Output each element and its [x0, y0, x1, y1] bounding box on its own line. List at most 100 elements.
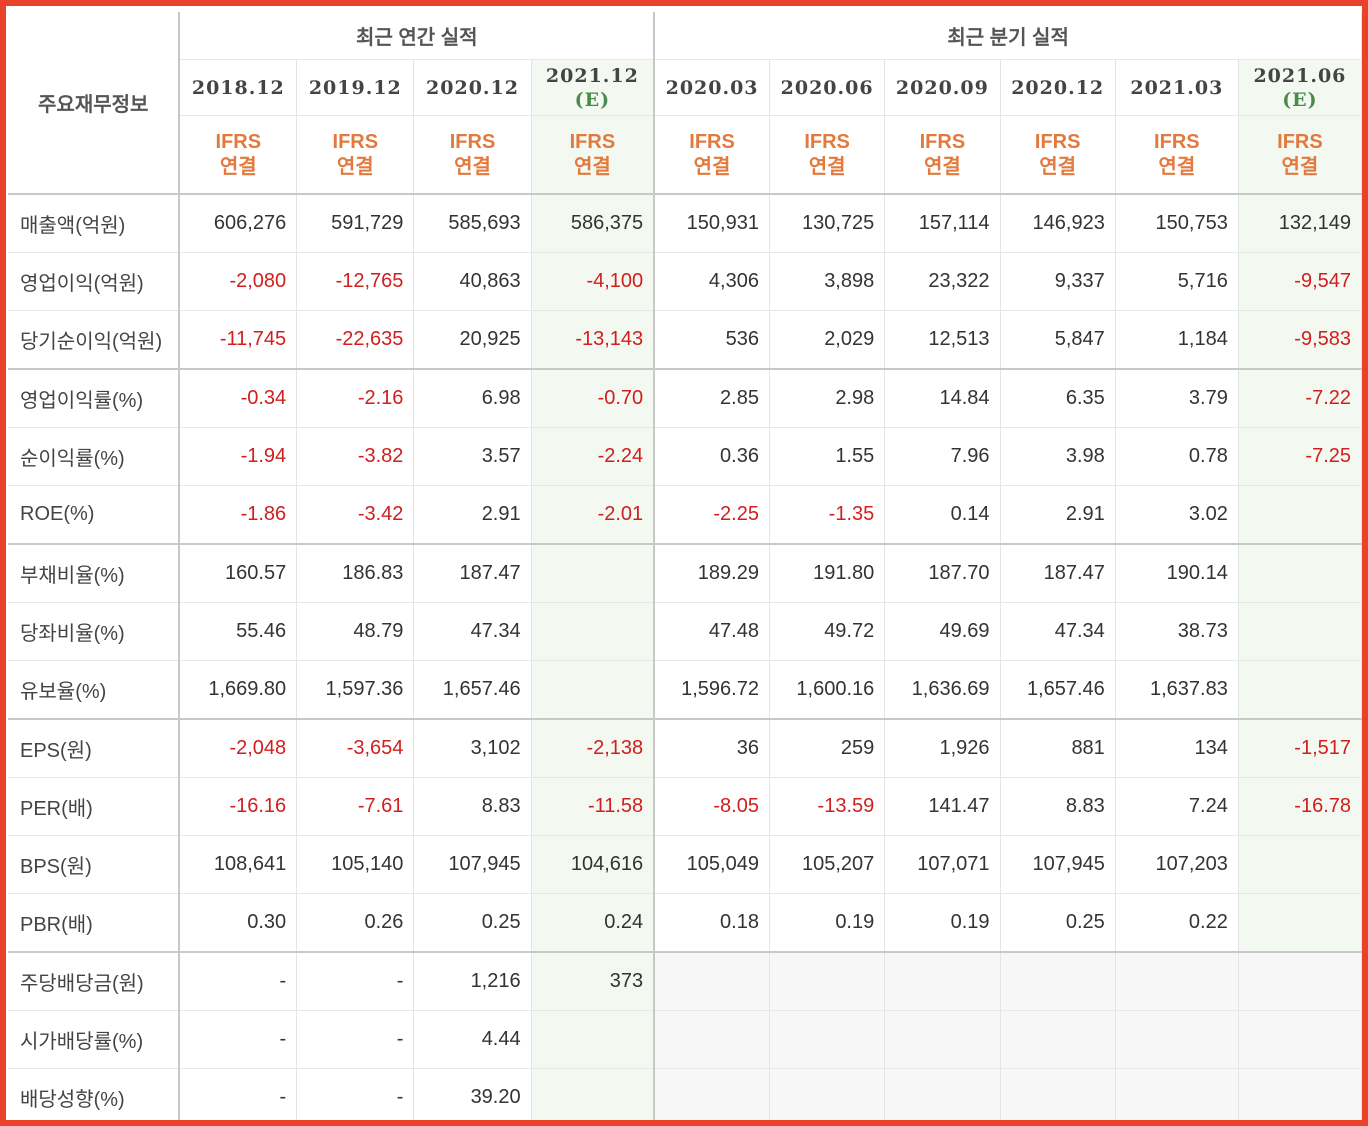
period-header: 2020.09	[884, 59, 1001, 116]
table-cell: -16.16	[179, 777, 298, 836]
table-cell: 3.02	[1115, 485, 1239, 545]
table-cell: 49.69	[884, 602, 1001, 661]
table-cell: 47.48	[654, 602, 770, 661]
row-label: 부채비율(%)	[8, 544, 181, 603]
table-row: 매출액(억원) 606,276 591,729 585,693 586,375 150,9…	[8, 194, 1362, 253]
table-cell: -9,583	[1238, 310, 1362, 370]
table-cell: 47.34	[1000, 602, 1116, 661]
table-cell: -13.59	[769, 777, 886, 836]
table-cell: 3.79	[1115, 369, 1239, 428]
period-header-row: 2018.12 2019.12 2020.12 2021.12 (E) 2020.03 20…	[8, 59, 1362, 116]
table-cell: -2,138	[531, 719, 656, 778]
ifrs-label: IFRS	[1154, 130, 1200, 153]
table-cell: 0.14	[884, 485, 1001, 545]
table-cell: -3.82	[296, 427, 415, 486]
row-label: EPS(원)	[8, 719, 181, 778]
period-label: 2020.12	[1011, 76, 1105, 99]
table-cell: 373	[531, 952, 656, 1011]
table-cell: 47.34	[413, 602, 532, 661]
table-cell	[654, 952, 770, 1011]
row-label: PBR(배)	[8, 893, 181, 953]
ifrs-label: IFRS	[1034, 130, 1081, 153]
period-label: 2021.12	[545, 64, 639, 87]
table-cell: 6.98	[413, 369, 532, 428]
table-cell: 1,600.16	[769, 660, 886, 720]
table-cell: -22,635	[296, 310, 415, 370]
table-cell: 3.98	[1000, 427, 1116, 486]
table-cell	[1115, 952, 1239, 1011]
table-cell: 189.29	[654, 544, 770, 603]
table-cell: 0.36	[654, 427, 770, 486]
table-cell: -2.24	[531, 427, 656, 486]
table-cell: 48.79	[296, 602, 415, 661]
table-cell: -7.61	[296, 777, 415, 836]
annual-group-header: 최근 연간 실적	[179, 12, 656, 60]
table-cell: -12,765	[296, 252, 415, 311]
ifrs-header-row: IFRS 연결 IFRS 연결 IFRS 연결 IFRS 연결 IFRS 연결 IFRS 연결 IFRS…	[8, 115, 1362, 195]
table-cell: -8.05	[654, 777, 770, 836]
table-cell: 107,945	[413, 835, 532, 894]
table-cell: 40,863	[413, 252, 532, 311]
table-cell: -1.86	[179, 485, 298, 545]
table-cell: 2,029	[769, 310, 886, 370]
table-cell: 38.73	[1115, 602, 1239, 661]
period-label: 2020.06	[780, 76, 874, 99]
table-cell: -16.78	[1238, 777, 1362, 836]
table-cell	[1238, 544, 1362, 603]
period-header: 2020.12	[413, 59, 532, 116]
table-cell: 39.20	[413, 1068, 532, 1120]
period-header: 2021.03	[1115, 59, 1239, 116]
table-row: PER(배) -16.16 -7.61 8.83 -11.58 -8.05 -13.59 14…	[8, 777, 1362, 836]
table-cell: 1,184	[1115, 310, 1239, 370]
financial-table: 주요재무정보 최근 연간 실적 최근 분기 실적 2018.12 2019.12 2…	[8, 12, 1362, 1120]
period-header: 2019.12	[296, 59, 415, 116]
table-cell: -11.58	[531, 777, 656, 836]
ifrs-label: IFRS	[1277, 130, 1323, 153]
ifrs-label: IFRS	[215, 130, 262, 153]
table-cell	[1238, 660, 1362, 720]
table-cell: 259	[769, 719, 886, 778]
table-cell: 586,375	[531, 194, 656, 253]
table-cell: -2,048	[179, 719, 298, 778]
row-label: 매출액(억원)	[8, 194, 181, 253]
table-cell	[1238, 952, 1362, 1011]
table-cell	[654, 1068, 770, 1120]
table-cell	[1238, 1068, 1362, 1120]
table-cell: 49.72	[769, 602, 886, 661]
table-cell	[1238, 602, 1362, 661]
table-cell: -9,547	[1238, 252, 1362, 311]
table-cell: -	[179, 1068, 298, 1120]
table-cell: 105,049	[654, 835, 770, 894]
table-cell: 187.47	[413, 544, 532, 603]
table-cell: 130,725	[769, 194, 886, 253]
table-cell	[1000, 952, 1116, 1011]
table-cell: 107,203	[1115, 835, 1239, 894]
table-row: 시가배당률(%) - -4.44	[8, 1010, 1362, 1069]
ifrs-header: IFRS 연결	[1238, 115, 1362, 195]
table-cell: 2.98	[769, 369, 886, 428]
row-label: BPS(원)	[8, 835, 181, 894]
table-cell: -1.35	[769, 485, 886, 545]
ifrs-header: IFRS 연결	[531, 115, 656, 195]
table-cell: 104,616	[531, 835, 656, 894]
table-cell	[1000, 1010, 1116, 1069]
table-cell	[769, 952, 886, 1011]
table-cell: 150,753	[1115, 194, 1239, 253]
table-cell: -4,100	[531, 252, 656, 311]
table-cell: -2,080	[179, 252, 298, 311]
table-cell: -7.25	[1238, 427, 1362, 486]
table-cell	[884, 1010, 1001, 1069]
table-row: 주당배당금(원) - -1,216 373	[8, 952, 1362, 1011]
table-cell: 160.57	[179, 544, 298, 603]
ifrs-label: IFRS	[332, 130, 379, 153]
ifrs-header: IFRS 연결	[296, 115, 415, 195]
period-header: 2021.12 (E)	[531, 59, 656, 116]
table-cell	[1000, 1068, 1116, 1120]
consolidated-label: 연결	[693, 155, 731, 178]
table-cell: -3,654	[296, 719, 415, 778]
period-header: 2018.12	[179, 59, 298, 116]
consolidated-label: 연결	[808, 155, 846, 178]
table-cell: 3,898	[769, 252, 886, 311]
table-cell: 0.19	[769, 893, 886, 953]
